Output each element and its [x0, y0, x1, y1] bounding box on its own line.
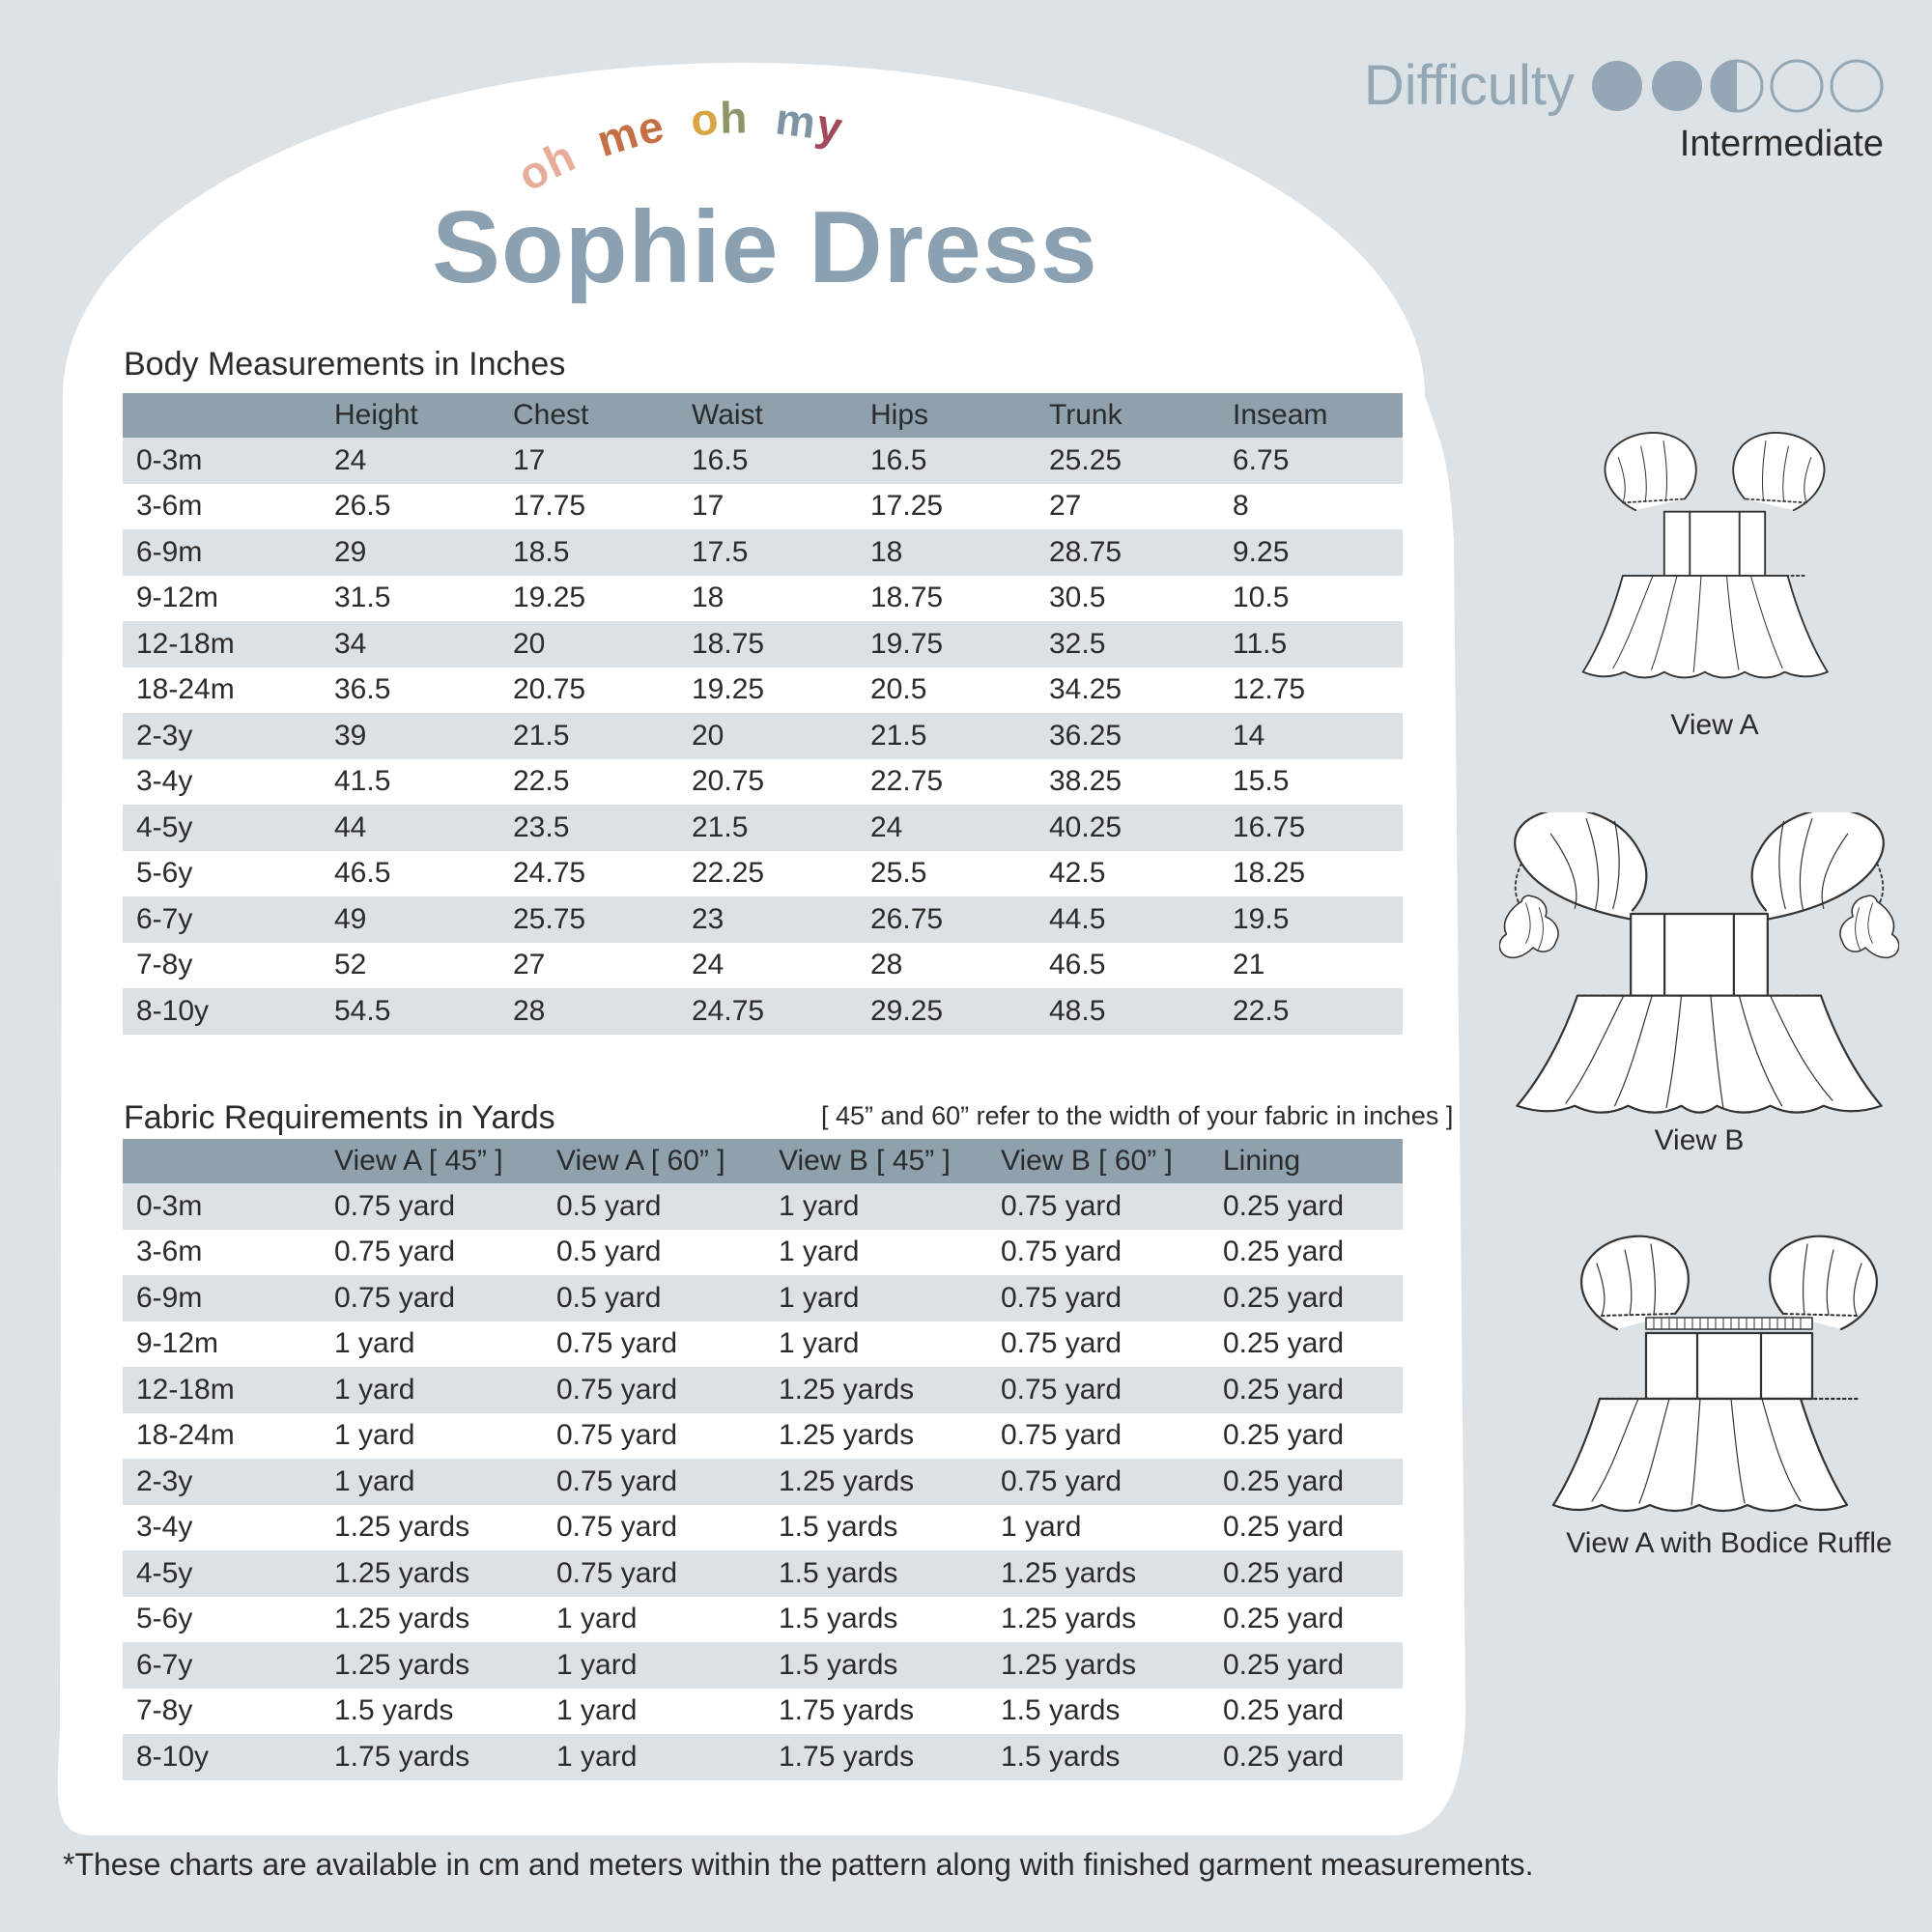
svg-text:oh_me_oh_my: oh_me_oh_my [509, 92, 847, 201]
